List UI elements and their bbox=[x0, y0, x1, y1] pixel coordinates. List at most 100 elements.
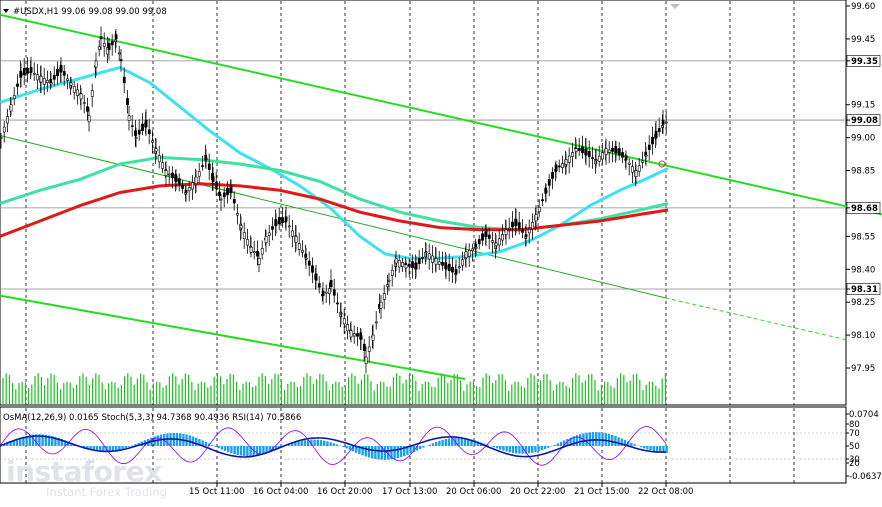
osma-bar bbox=[534, 446, 536, 452]
candle-body bbox=[158, 156, 160, 162]
candle-body bbox=[53, 75, 55, 79]
osma-bar bbox=[214, 446, 216, 447]
candle-body bbox=[226, 188, 228, 195]
osma-bar bbox=[304, 440, 306, 446]
candle-body bbox=[23, 68, 25, 74]
candle-body bbox=[161, 163, 163, 169]
candle-body bbox=[343, 319, 345, 324]
osma-bar bbox=[656, 446, 658, 452]
osma-bar bbox=[329, 442, 331, 446]
indicator-scale-label: 70 bbox=[849, 429, 860, 439]
candle-body bbox=[215, 182, 217, 189]
osma-bar bbox=[553, 445, 555, 446]
candle-body bbox=[308, 261, 310, 265]
candle-body bbox=[388, 280, 390, 281]
candle-body bbox=[658, 128, 660, 131]
osma-bar bbox=[230, 446, 232, 453]
price-tick-label: 99.15 bbox=[851, 101, 875, 111]
candle-body bbox=[511, 222, 513, 227]
candle-body bbox=[30, 67, 32, 71]
candle-body bbox=[421, 257, 423, 258]
candle-body bbox=[20, 73, 22, 76]
candle-body bbox=[185, 190, 187, 192]
osma-bar bbox=[224, 446, 226, 451]
osma-bar bbox=[595, 432, 597, 446]
candle-body bbox=[631, 167, 633, 173]
candle-body bbox=[618, 149, 620, 156]
time-tick-label: 22 Oct 08:00 bbox=[638, 487, 693, 497]
price-tick-label: 99.08 bbox=[851, 116, 878, 126]
candle-body bbox=[171, 173, 173, 178]
osma-bar bbox=[649, 446, 651, 450]
candle-body bbox=[555, 165, 557, 171]
osma-bar bbox=[515, 446, 517, 453]
osma-bar bbox=[384, 446, 386, 460]
candle-body bbox=[256, 251, 258, 256]
price-tick-label: 98.55 bbox=[851, 232, 875, 242]
candle-body bbox=[243, 232, 245, 238]
candle-body bbox=[111, 41, 113, 44]
osma-bar bbox=[592, 432, 594, 446]
candle-body bbox=[198, 172, 200, 177]
candle-body bbox=[100, 37, 102, 39]
candle-body bbox=[481, 234, 483, 241]
candle-body bbox=[33, 73, 35, 74]
osma-bar bbox=[509, 446, 511, 452]
osma-bar bbox=[422, 446, 424, 448]
candle-body bbox=[641, 161, 643, 163]
candle-body bbox=[595, 160, 597, 161]
candle-body bbox=[83, 103, 85, 104]
candle-body bbox=[428, 254, 430, 259]
osma-bar bbox=[653, 446, 655, 451]
osma-bar bbox=[441, 440, 443, 446]
candle-body bbox=[131, 126, 133, 127]
candle-body bbox=[608, 150, 610, 152]
candle-body bbox=[95, 61, 97, 67]
candle-body bbox=[438, 262, 440, 264]
osma-bar bbox=[518, 446, 520, 454]
candle-body bbox=[508, 228, 510, 229]
candle-body bbox=[91, 91, 93, 97]
osma-bar bbox=[256, 446, 258, 455]
candle-body bbox=[395, 258, 397, 263]
candle-body bbox=[10, 105, 12, 111]
candle-body bbox=[625, 156, 627, 160]
time-tick-label: 16 Oct 04:00 bbox=[253, 487, 308, 497]
candle-body bbox=[365, 357, 367, 364]
candle-body bbox=[26, 68, 28, 73]
candle-body bbox=[261, 248, 263, 254]
candle-body bbox=[258, 258, 260, 264]
candle-body bbox=[360, 336, 362, 340]
candle-body bbox=[246, 239, 248, 245]
candle-body bbox=[322, 291, 324, 296]
candle-body bbox=[458, 267, 460, 268]
osma-bar bbox=[125, 446, 127, 448]
osma-bar bbox=[432, 443, 434, 446]
osma-bar bbox=[560, 442, 562, 446]
osma-bar bbox=[397, 446, 399, 458]
candle-body bbox=[346, 324, 348, 330]
candle-body bbox=[465, 252, 467, 258]
price-tick-label: 98.40 bbox=[851, 265, 875, 275]
candle-body bbox=[375, 322, 377, 323]
candle-body bbox=[408, 264, 410, 266]
candle-body bbox=[561, 164, 563, 168]
price-tick-label: 98.31 bbox=[851, 285, 878, 295]
candle-body bbox=[565, 160, 567, 165]
osma-bar bbox=[448, 438, 450, 446]
candle-body bbox=[295, 236, 297, 242]
candle-body bbox=[615, 149, 617, 153]
candle-body bbox=[568, 156, 570, 163]
candle-body bbox=[168, 174, 170, 175]
candle-body bbox=[230, 186, 232, 193]
osma-bar bbox=[608, 434, 610, 446]
candle-body bbox=[36, 75, 38, 80]
candle-body bbox=[665, 122, 667, 123]
osma-bar bbox=[537, 446, 539, 451]
candle-body bbox=[621, 152, 623, 157]
candle-body bbox=[60, 65, 62, 72]
candle-body bbox=[548, 180, 550, 186]
candle-body bbox=[13, 96, 15, 99]
candle-body bbox=[281, 218, 283, 223]
